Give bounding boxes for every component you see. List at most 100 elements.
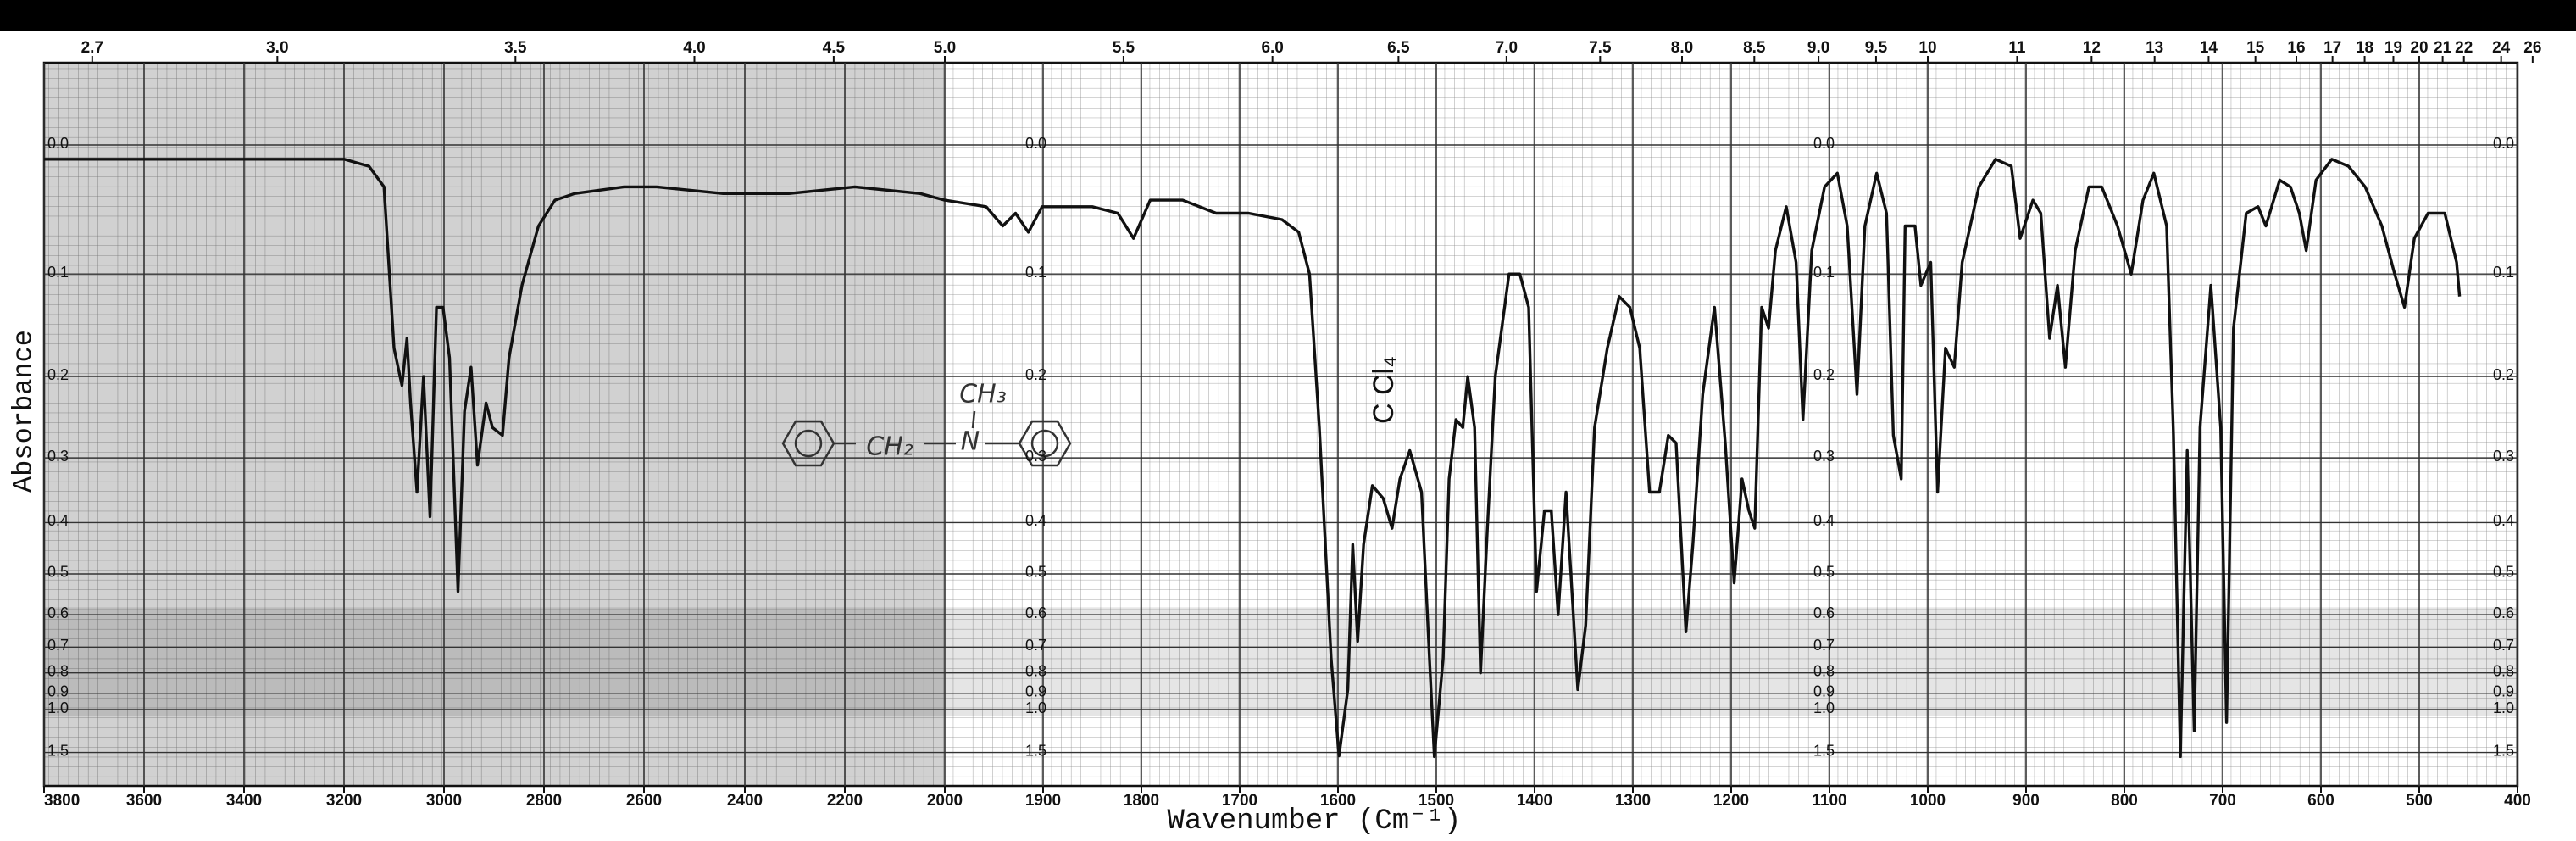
- x-tick-label: 3800: [44, 792, 80, 810]
- annotation: CH₂: [866, 432, 913, 462]
- y-tick-label: 0.4: [1025, 512, 1046, 529]
- y-tick-label: 0.1: [2493, 264, 2514, 281]
- y-tick-label: 0.3: [1025, 448, 1046, 465]
- x-tick-label: 1300: [1615, 792, 1651, 810]
- annotation: C Cl₄: [1368, 356, 1400, 424]
- y-tick-label: 0.4: [2493, 512, 2514, 529]
- x-tick-label: 700: [2209, 792, 2236, 810]
- x2-tick-label: 9.5: [1865, 39, 1888, 57]
- y-tick-label: 0.9: [47, 683, 69, 700]
- x-tick-label: 3200: [326, 792, 362, 810]
- x-tick-label: 1500: [1418, 792, 1454, 810]
- y-tick-label: 0.3: [47, 448, 69, 465]
- structure-drawing: [781, 410, 1072, 467]
- y-tick-label: 0.3: [2493, 448, 2514, 465]
- x2-tick-label: 6.5: [1387, 39, 1410, 57]
- y-tick-label: 0.3: [1813, 448, 1835, 465]
- y-tick-label: 1.0: [1813, 699, 1835, 716]
- x2-tick-label: 16: [2287, 39, 2305, 57]
- paper-band: [44, 607, 2518, 717]
- x2-tick-label: 6.0: [1261, 39, 1283, 57]
- y-tick-label: 0.8: [1813, 662, 1835, 679]
- x2-tick-label: 7.5: [1589, 39, 1612, 57]
- x2-tick-label: 3.5: [504, 39, 527, 57]
- x2-tick-label: 8.5: [1743, 39, 1766, 57]
- y-tick-label: 0.2: [1813, 366, 1835, 383]
- x-axis-label: Wavenumber (Cm⁻¹): [1168, 805, 1462, 838]
- y-tick-label: 0.2: [47, 366, 69, 383]
- y-tick-label: 0.0: [2493, 135, 2514, 152]
- x-tick-label: 2400: [727, 792, 763, 810]
- y-tick-label: 0.4: [1813, 512, 1835, 529]
- y-tick-label: 0.5: [47, 564, 69, 581]
- x2-tick-label: 26: [2523, 39, 2541, 57]
- x-tick-label: 1700: [1222, 792, 1257, 810]
- x2-tick-label: 18: [2356, 39, 2373, 57]
- x2-tick-label: 5.0: [934, 39, 956, 57]
- x-tick-label: 400: [2504, 792, 2531, 810]
- y-tick-label: 0.2: [1025, 366, 1046, 383]
- y-tick-label: 0.5: [2493, 564, 2514, 581]
- y-tick-label: 0.1: [1025, 264, 1046, 281]
- x2-tick-label: 19: [2384, 39, 2402, 57]
- y-tick-label: 0.0: [1813, 135, 1835, 152]
- x-tick-label: 1900: [1025, 792, 1061, 810]
- x-tick-label: 800: [2111, 792, 2138, 810]
- x2-tick-label: 20: [2410, 39, 2428, 57]
- x-tick-label: 1200: [1713, 792, 1749, 810]
- annotation: CH₃: [959, 380, 1007, 409]
- y-tick-label: 0.2: [2493, 366, 2514, 383]
- y-tick-label: 0.8: [2493, 662, 2514, 679]
- y-tick-label: 0.6: [1813, 604, 1835, 621]
- y-tick-label: 0.1: [1813, 264, 1835, 281]
- annotation: N: [961, 427, 980, 457]
- x-tick-label: 2600: [626, 792, 662, 810]
- x2-tick-label: 9.0: [1807, 39, 1829, 57]
- x2-tick-label: 14: [2200, 39, 2218, 57]
- y-tick-label: 0.9: [1025, 683, 1046, 700]
- x-tick-label: 3600: [126, 792, 162, 810]
- y-tick-label: 0.6: [47, 604, 69, 621]
- x-tick-label: 2200: [827, 792, 863, 810]
- y-tick-label: 0.7: [2493, 637, 2514, 654]
- x2-tick-label: 15: [2246, 39, 2265, 57]
- x-tick-label: 1800: [1124, 792, 1159, 810]
- x-tick-label: 1600: [1320, 792, 1356, 810]
- x2-tick-label: 11: [2008, 39, 2026, 57]
- y-tick-label: 0.0: [1025, 135, 1046, 152]
- x-tick-label: 1100: [1812, 792, 1846, 810]
- x2-tick-label: 7.0: [1496, 39, 1518, 57]
- x2-tick-label: 4.0: [683, 39, 705, 57]
- x2-tick-label: 10: [1918, 39, 1936, 57]
- x2-tick-label: 24: [2492, 39, 2511, 57]
- x2-tick-label: 3.0: [266, 39, 288, 57]
- y-tick-label: 1.5: [2493, 742, 2514, 759]
- x2-tick-label: 5.5: [1113, 39, 1135, 57]
- y-tick-label: 0.5: [1813, 564, 1835, 581]
- x2-tick-label: 12: [2083, 39, 2101, 57]
- spectrum-line: [44, 158, 2462, 759]
- y-tick-label: 0.8: [47, 662, 69, 679]
- paper-grid: [44, 63, 2518, 786]
- x-tick-label: 2800: [526, 792, 562, 810]
- x2-tick-label: 8.0: [1671, 39, 1693, 57]
- y-tick-label: 0.8: [1025, 662, 1046, 679]
- x2-tick-label: 17: [2323, 39, 2341, 57]
- y-tick-label: 0.7: [1025, 637, 1046, 654]
- x-tick-label: 3400: [226, 792, 262, 810]
- y-tick-label: 1.5: [1025, 742, 1046, 759]
- y-tick-label: 0.7: [1813, 637, 1835, 654]
- y-tick-label: 1.0: [1025, 699, 1046, 716]
- x-tick-label: 900: [2012, 792, 2040, 810]
- y-tick-label: 1.5: [1813, 742, 1835, 759]
- x-tick-label: 600: [2307, 792, 2334, 810]
- y-tick-label: 1.0: [47, 699, 69, 716]
- x2-tick-label: 2.7: [81, 39, 103, 57]
- x2-tick-label: 21: [2434, 39, 2452, 57]
- y-tick-label: 0.0: [47, 135, 69, 152]
- x-tick-label: 2000: [927, 792, 963, 810]
- plot: [44, 158, 2462, 759]
- graph-paper: [42, 56, 2534, 793]
- y-tick-label: 0.1: [47, 264, 69, 281]
